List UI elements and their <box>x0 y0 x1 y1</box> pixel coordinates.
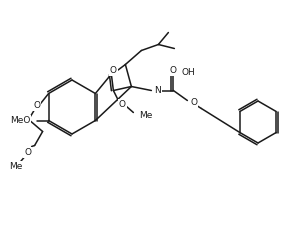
Text: N: N <box>154 86 161 95</box>
Text: O: O <box>33 101 40 110</box>
Text: OH: OH <box>181 68 195 77</box>
Text: O: O <box>170 66 177 75</box>
Text: O: O <box>110 66 117 75</box>
Text: Me: Me <box>9 162 22 171</box>
Text: Me: Me <box>139 111 153 120</box>
Text: MeO: MeO <box>10 116 31 125</box>
Text: O: O <box>190 98 197 107</box>
Text: O: O <box>24 148 31 157</box>
Text: O: O <box>119 100 126 109</box>
